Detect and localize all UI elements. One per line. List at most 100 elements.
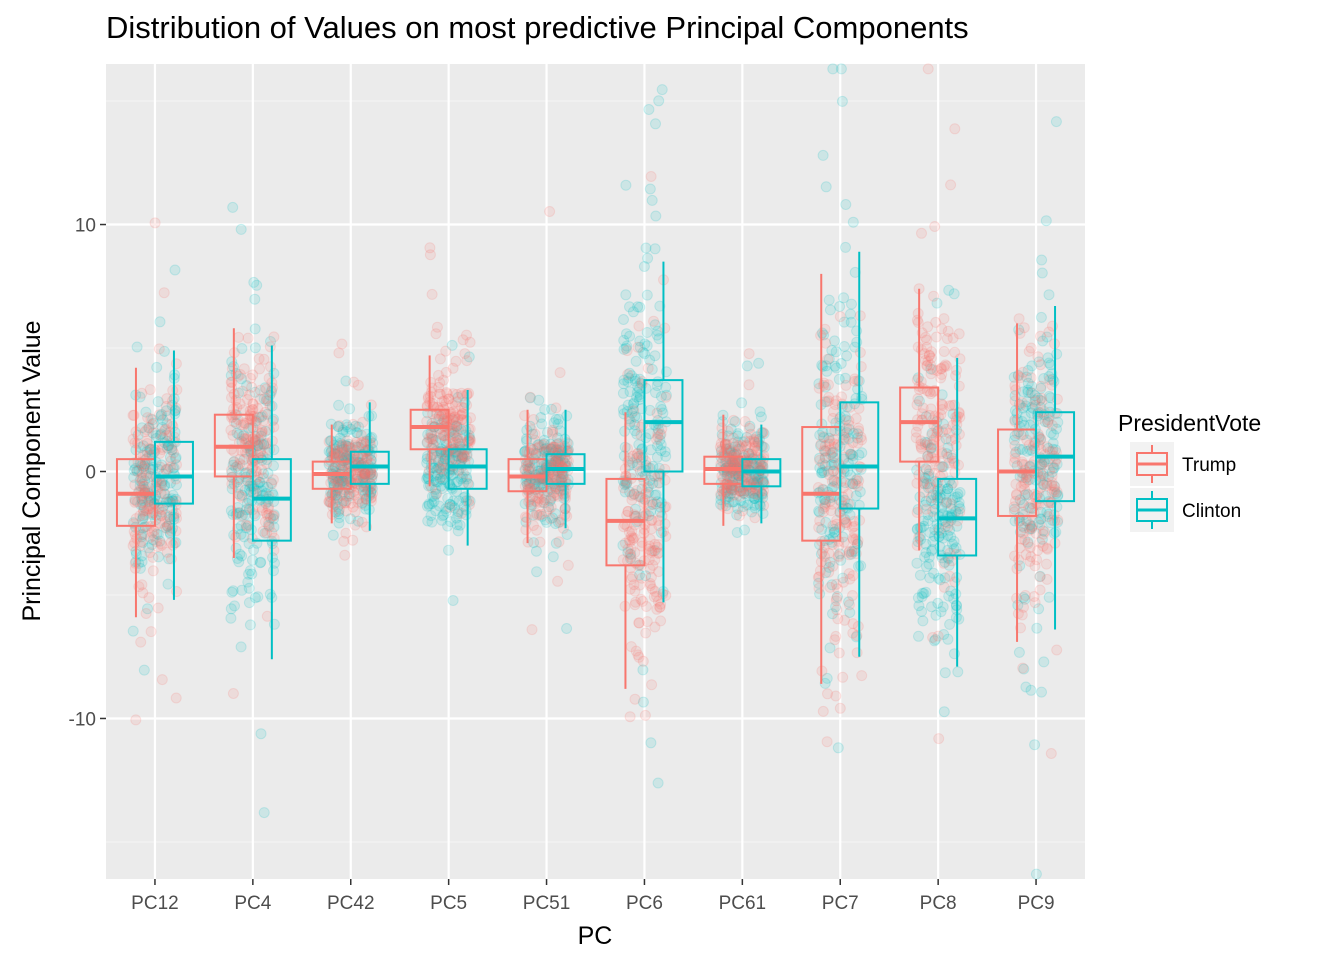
data-point — [139, 426, 151, 438]
data-point — [236, 584, 248, 596]
data-point — [1029, 400, 1041, 411]
data-point — [260, 425, 271, 437]
data-point — [156, 459, 167, 471]
data-point — [159, 479, 171, 491]
data-point — [134, 480, 146, 492]
data-point — [837, 671, 849, 683]
data-point — [453, 437, 465, 449]
data-point — [156, 444, 168, 455]
data-point — [754, 406, 766, 418]
data-point — [265, 361, 276, 373]
data-point — [347, 534, 359, 546]
data-point — [165, 455, 177, 467]
data-point — [334, 432, 346, 444]
data-point — [617, 554, 629, 566]
data-point — [268, 544, 280, 556]
data-point — [137, 440, 149, 452]
data-point — [152, 529, 164, 541]
data-point — [652, 376, 664, 388]
data-point — [644, 533, 656, 545]
data-point — [336, 440, 348, 452]
data-point — [258, 353, 270, 365]
data-point — [144, 531, 156, 543]
data-point — [652, 431, 664, 443]
data-point — [233, 429, 245, 441]
data-point — [1051, 644, 1063, 656]
data-point — [340, 375, 352, 387]
data-point — [825, 505, 837, 517]
data-point — [136, 387, 148, 399]
chart-title: Distribution of Values on most predictiv… — [106, 10, 969, 45]
data-point — [133, 464, 145, 476]
data-point — [918, 588, 930, 599]
data-point — [826, 475, 838, 487]
data-point — [341, 419, 353, 431]
data-point — [342, 421, 353, 433]
data-point — [150, 509, 162, 521]
data-point — [927, 632, 939, 643]
data-point — [550, 402, 562, 414]
legend-key-clinton: Clinton — [1130, 488, 1241, 532]
data-point — [153, 343, 165, 355]
data-point — [340, 426, 352, 438]
data-point — [642, 252, 654, 264]
data-point — [243, 568, 255, 580]
data-point — [640, 627, 652, 639]
data-point — [244, 405, 256, 417]
data-point — [1041, 480, 1053, 492]
data-point — [550, 456, 562, 468]
data-point — [153, 551, 164, 563]
data-point — [1043, 497, 1055, 509]
data-point — [141, 446, 153, 458]
data-point — [744, 422, 755, 434]
data-point — [526, 499, 538, 511]
data-point — [821, 736, 833, 748]
data-point — [1013, 646, 1025, 658]
data-point — [152, 541, 164, 553]
data-point — [241, 432, 252, 444]
data-point — [240, 467, 252, 479]
data-point — [1029, 443, 1041, 455]
data-point — [1026, 522, 1038, 534]
data-point — [140, 505, 152, 517]
data-point — [1013, 516, 1025, 527]
data-point — [137, 478, 149, 490]
data-point — [921, 334, 933, 346]
data-point — [360, 493, 372, 505]
data-point — [644, 183, 656, 195]
data-point — [258, 438, 270, 450]
data-point — [234, 453, 246, 465]
data-point — [148, 507, 160, 519]
data-point — [129, 496, 141, 508]
data-point — [143, 592, 155, 604]
data-point — [621, 345, 633, 357]
data-point — [452, 525, 464, 537]
data-point — [537, 439, 549, 451]
data-point — [145, 443, 157, 455]
data-point — [339, 549, 351, 561]
data-point — [128, 409, 140, 421]
data-point — [138, 664, 150, 676]
data-point — [155, 510, 167, 522]
data-point — [131, 341, 143, 353]
data-point — [922, 451, 933, 462]
data-point — [440, 345, 452, 357]
data-point — [136, 497, 148, 509]
data-point — [620, 179, 632, 191]
data-point — [149, 217, 161, 229]
data-point — [244, 619, 256, 631]
data-point — [349, 519, 361, 531]
data-point — [338, 449, 350, 461]
data-point — [425, 451, 437, 463]
data-point — [156, 539, 168, 551]
data-point — [345, 497, 357, 509]
data-point — [728, 414, 739, 426]
x-tick-label: PC42 — [327, 893, 375, 914]
data-point — [256, 464, 268, 476]
data-point — [629, 599, 641, 611]
data-point — [1046, 470, 1058, 482]
data-point — [246, 381, 258, 393]
data-point — [263, 521, 275, 533]
data-point — [253, 427, 265, 439]
data-point — [344, 442, 356, 453]
